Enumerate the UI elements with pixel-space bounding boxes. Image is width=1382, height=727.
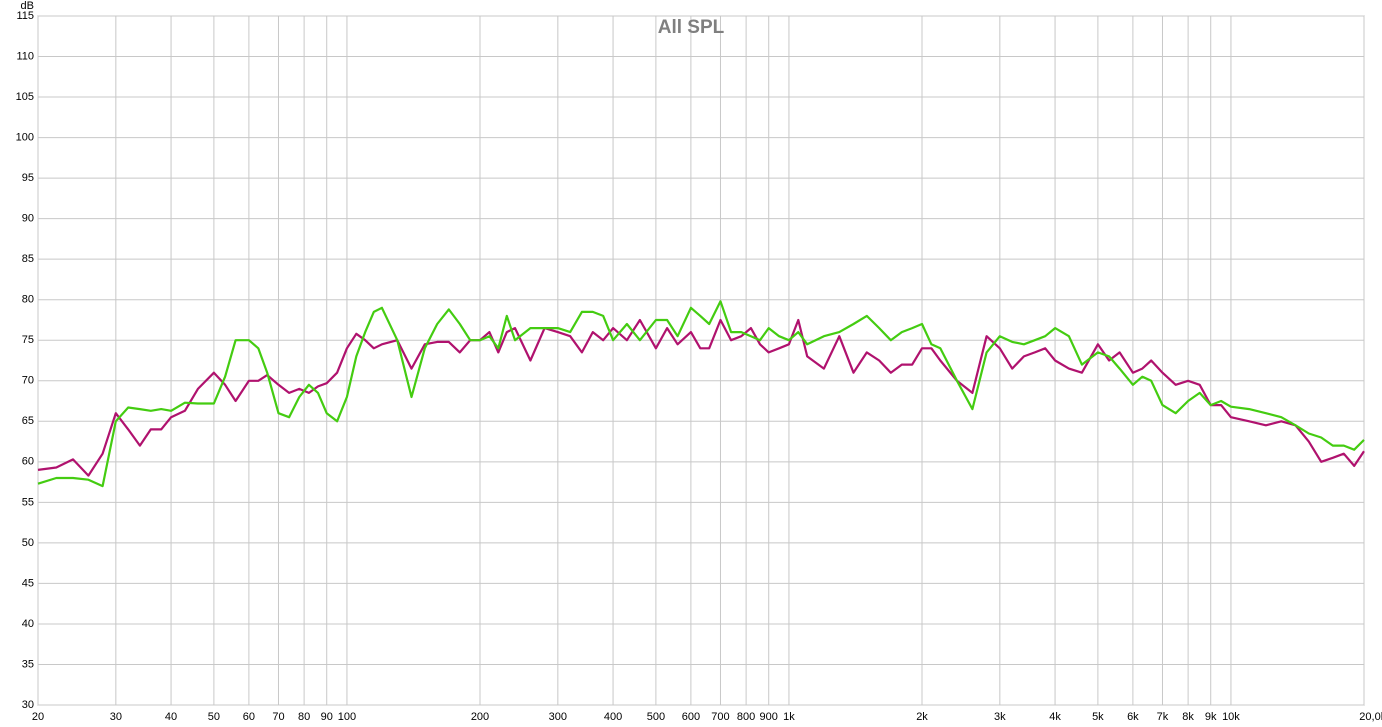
y-tick-label: 45 — [22, 577, 34, 589]
x-tick-label: 30 — [110, 711, 122, 723]
x-tick-label: 900 — [760, 711, 778, 723]
x-tick-label: 90 — [321, 711, 333, 723]
x-tick-label: 5k — [1092, 711, 1104, 723]
y-axis-label: dB — [21, 0, 34, 12]
y-tick-label: 100 — [16, 131, 34, 143]
x-tick-label: 80 — [298, 711, 310, 723]
y-tick-label: 80 — [22, 294, 34, 306]
x-tick-label: 8k — [1182, 711, 1194, 723]
x-tick-label: 3k — [994, 711, 1006, 723]
y-tick-label: 105 — [16, 91, 34, 103]
x-tick-label: 10k — [1222, 711, 1240, 723]
x-tick-label: 2k — [916, 711, 928, 723]
x-tick-label: 800 — [737, 711, 755, 723]
y-tick-label: 55 — [22, 496, 34, 508]
y-tick-label: 90 — [22, 213, 34, 225]
x-tick-label: 4k — [1049, 711, 1061, 723]
x-tick-label: 9k — [1205, 711, 1217, 723]
x-tick-label: 300 — [549, 711, 567, 723]
x-tick-label: 40 — [165, 711, 177, 723]
y-tick-label: 70 — [22, 375, 34, 387]
series-line — [37, 318, 1365, 477]
y-tick-label: 40 — [22, 618, 34, 630]
x-tick-label: 600 — [682, 711, 700, 723]
y-tick-label: 95 — [22, 172, 34, 184]
y-tick-label: 85 — [22, 253, 34, 265]
chart-title: All SPL — [658, 17, 725, 38]
x-tick-label: 20,0k Hz — [1359, 711, 1382, 723]
x-tick-label: 70 — [272, 711, 284, 723]
y-tick-label: 30 — [22, 699, 34, 711]
x-tick-label: 200 — [471, 711, 489, 723]
x-tick-label: 60 — [243, 711, 255, 723]
y-tick-label: 35 — [22, 658, 34, 670]
x-tick-label: 50 — [208, 711, 220, 723]
x-tick-label: 400 — [604, 711, 622, 723]
x-tick-label: 500 — [647, 711, 665, 723]
x-tick-label: 6k — [1127, 711, 1139, 723]
y-tick-label: 75 — [22, 334, 34, 346]
series-line — [37, 300, 1365, 488]
plot-area — [37, 15, 1365, 706]
x-tick-label: 20 — [32, 711, 44, 723]
lines — [37, 300, 1365, 488]
y-tick-label: 65 — [22, 415, 34, 427]
grid — [37, 15, 1365, 706]
y-tick-label: 50 — [22, 537, 34, 549]
y-tick-label: 110 — [16, 50, 34, 62]
x-tick-label: 100 — [338, 711, 356, 723]
y-tick-label: 60 — [22, 456, 34, 468]
x-tick-label: 7k — [1157, 711, 1169, 723]
x-tick-label: 1k — [783, 711, 795, 723]
y-tick-label: 115 — [16, 10, 34, 22]
x-tick-label: 700 — [711, 711, 729, 723]
